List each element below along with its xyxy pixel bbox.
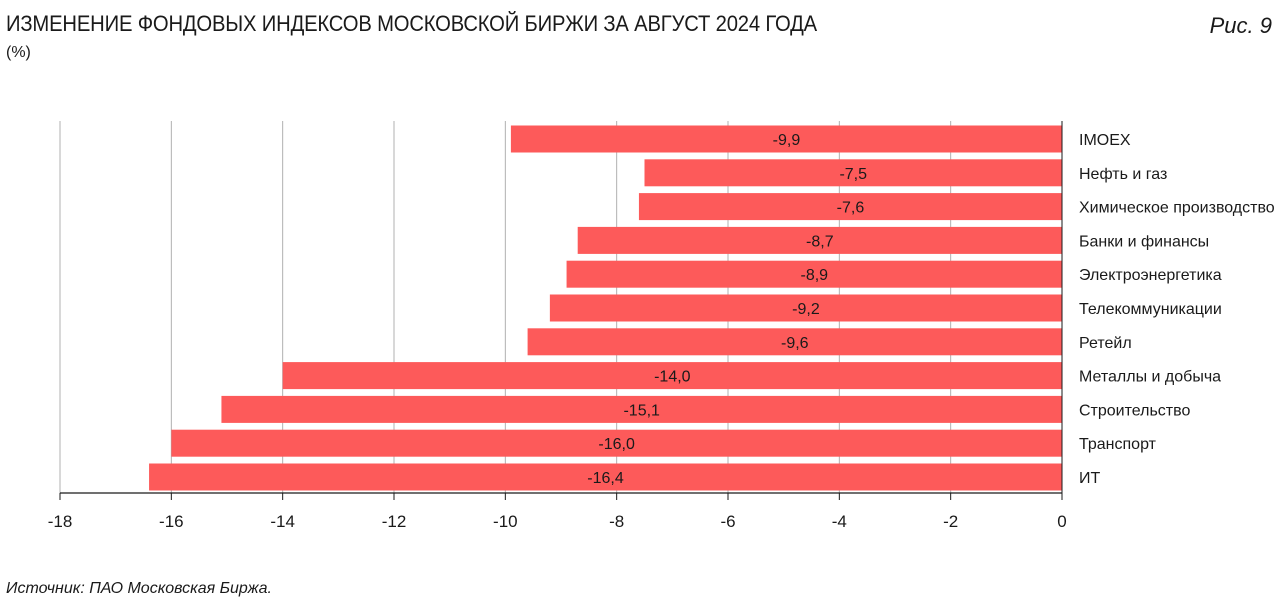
category-label: Строительство xyxy=(1079,402,1190,419)
data-label: -14,0 xyxy=(654,369,691,386)
source-note: Источник: ПАО Московская Биржа. xyxy=(6,580,272,597)
bar xyxy=(149,463,1063,491)
bar xyxy=(566,260,1062,288)
x-tick-label: -2 xyxy=(943,512,958,531)
category-label: IMOEX xyxy=(1079,132,1131,149)
category-label: Химическое производство xyxy=(1079,200,1275,217)
category-label: Телекоммуникации xyxy=(1079,301,1222,318)
bar xyxy=(549,294,1062,322)
x-tick-label: -10 xyxy=(493,512,518,531)
category-label: Металлы и добыча xyxy=(1079,369,1221,386)
bar xyxy=(282,362,1063,390)
category-label: Банки и финансы xyxy=(1079,233,1209,250)
category-labels: IMOEX Нефть и газ Химическое производство Б… xyxy=(1079,132,1275,487)
x-tick-label: 0 xyxy=(1057,512,1066,531)
chart-title: ИЗМЕНЕНИЕ ФОНДОВЫХ ИНДЕКСОВ МОСКОВСКОЙ Б… xyxy=(6,11,817,36)
data-label: -16,0 xyxy=(598,436,635,453)
x-tick-label: -14 xyxy=(270,512,295,531)
bar xyxy=(527,328,1062,356)
data-label: -9,6 xyxy=(781,335,809,352)
data-label: -16,4 xyxy=(587,470,624,487)
x-tick-label: -4 xyxy=(832,512,847,531)
x-tick-label: -6 xyxy=(720,512,735,531)
bar xyxy=(577,226,1062,254)
category-label: Ретейл xyxy=(1079,335,1132,352)
data-label: -15,1 xyxy=(623,402,660,419)
category-label: Транспорт xyxy=(1079,436,1157,453)
x-axis: -18 -16 -14 -12 -10 -8 -6 -4 -2 0 xyxy=(48,121,1067,531)
chart-unit: (%) xyxy=(6,44,31,61)
bar xyxy=(221,395,1062,423)
bar xyxy=(644,159,1062,187)
data-label: -8,9 xyxy=(800,267,828,284)
bar xyxy=(510,125,1062,153)
data-label: -9,9 xyxy=(773,132,801,149)
figure-number: Рис. 9 xyxy=(1209,13,1272,38)
category-label: Электроэнергетика xyxy=(1079,267,1222,284)
bar xyxy=(171,429,1063,457)
data-label: -9,2 xyxy=(792,301,820,318)
category-label: Нефть и газ xyxy=(1079,166,1167,183)
data-label: -8,7 xyxy=(806,233,834,250)
category-label: ИТ xyxy=(1079,470,1101,487)
x-tick-label: -18 xyxy=(48,512,73,531)
x-tick-label: -12 xyxy=(382,512,407,531)
bar xyxy=(638,193,1062,221)
x-tick-label: -8 xyxy=(609,512,624,531)
data-label: -7,5 xyxy=(839,166,867,183)
x-tick-label: -16 xyxy=(159,512,184,531)
bars: -9,9 -7,5 -7,6-8,7 -8,9 -9,2 -9,6 -14,0 -15,1 -1… xyxy=(149,125,1063,491)
data-label: -7,6 xyxy=(837,200,865,217)
